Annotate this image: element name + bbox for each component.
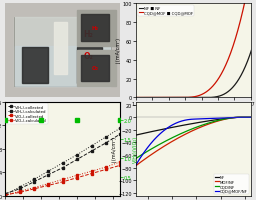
NF bbox=[202, 121, 205, 123]
CQD/NF bbox=[195, 126, 198, 129]
CQD/NF bbox=[237, 116, 240, 119]
CQD@MOF/NF bbox=[202, 118, 205, 120]
CQD/NF bbox=[188, 129, 191, 132]
MOF/NF bbox=[247, 116, 250, 119]
X-axis label: Potential (V vs RHE): Potential (V vs RHE) bbox=[169, 108, 218, 113]
MOF/NF bbox=[237, 116, 240, 119]
CQD@MOF/NF bbox=[247, 116, 250, 119]
Text: H₂: H₂ bbox=[91, 26, 99, 31]
NF bbox=[188, 123, 191, 126]
Bar bbox=[77, 48, 102, 84]
NF bbox=[249, 116, 252, 119]
MOF/NF bbox=[249, 116, 252, 119]
CQD/NF bbox=[228, 117, 231, 120]
Bar bbox=[15, 47, 110, 87]
Line: CQD/NF: CQD/NF bbox=[133, 118, 251, 160]
Bar bbox=[54, 23, 67, 74]
Polygon shape bbox=[14, 18, 111, 87]
Y-axis label: j (mA/cm²): j (mA/cm²) bbox=[112, 136, 117, 162]
MOF/NF bbox=[195, 128, 198, 130]
Legend: NF, MOF/NF, CQD/NF, CQD@MOF/NF: NF, MOF/NF, CQD/NF, CQD@MOF/NF bbox=[214, 174, 249, 194]
Bar bbox=[81, 15, 109, 42]
NF bbox=[132, 135, 135, 137]
NF bbox=[195, 122, 198, 124]
Text: H₂: H₂ bbox=[83, 30, 93, 39]
Text: O₂: O₂ bbox=[91, 66, 99, 71]
CQD/NF bbox=[247, 116, 250, 119]
MOF/NF bbox=[188, 131, 191, 134]
NF bbox=[247, 116, 250, 119]
Text: O₂: O₂ bbox=[83, 52, 93, 61]
CQD/NF bbox=[202, 124, 205, 126]
CQD@MOF/NF bbox=[188, 119, 191, 121]
Legend: V(H₂)-collected, V(H₂)-calculated, V(O₂)-collected, V(O₂)-calculated: V(H₂)-collected, V(H₂)-calculated, V(O₂)… bbox=[7, 104, 48, 124]
Legend: NF ■ NF, CQD@MOF ■ CQD@MOF: NF ■ NF, CQD@MOF ■ CQD@MOF bbox=[138, 6, 194, 17]
MOF/NF bbox=[132, 167, 135, 169]
Y-axis label: V(H₂)/V(O₂): V(H₂)/V(O₂) bbox=[133, 136, 138, 162]
CQD@MOF/NF bbox=[237, 116, 240, 119]
CQD/NF bbox=[132, 159, 135, 161]
Line: NF: NF bbox=[133, 118, 251, 136]
NF bbox=[228, 117, 231, 120]
MOF/NF bbox=[188, 131, 191, 134]
Bar bbox=[77, 11, 116, 46]
Bar bbox=[81, 56, 109, 82]
CQD@MOF/NF bbox=[249, 116, 252, 119]
Bar bbox=[77, 51, 116, 87]
Bar bbox=[23, 48, 48, 84]
CQD@MOF/NF bbox=[228, 117, 231, 119]
Line: CQD@MOF/NF: CQD@MOF/NF bbox=[133, 118, 251, 170]
NF bbox=[188, 123, 191, 126]
CQD@MOF/NF bbox=[188, 119, 191, 121]
CQD@MOF/NF bbox=[132, 169, 135, 171]
Y-axis label: j (mA/cm²): j (mA/cm²) bbox=[116, 38, 121, 64]
CQD/NF bbox=[188, 129, 191, 131]
NF bbox=[237, 116, 240, 119]
CQD/NF bbox=[249, 116, 252, 119]
Line: MOF/NF: MOF/NF bbox=[133, 118, 251, 168]
MOF/NF bbox=[202, 125, 205, 128]
CQD@MOF/NF bbox=[195, 118, 198, 121]
MOF/NF bbox=[228, 117, 231, 120]
